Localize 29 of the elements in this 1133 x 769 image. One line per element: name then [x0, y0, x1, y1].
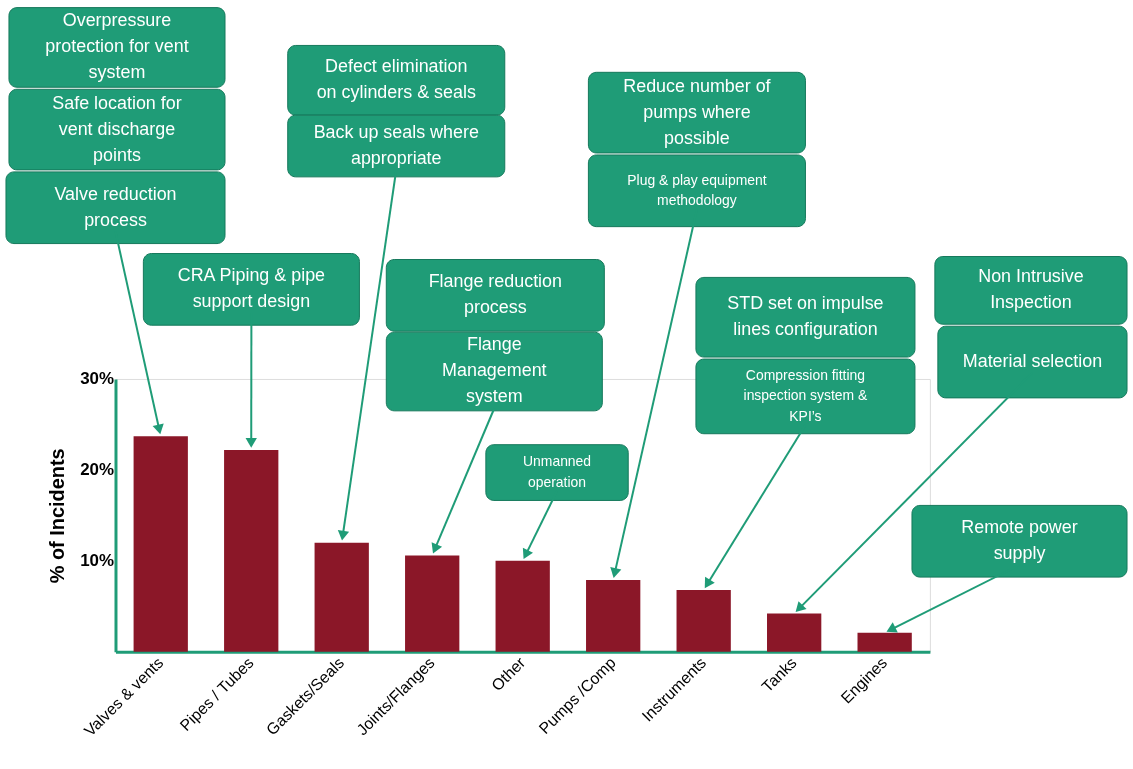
- text: Defect elimination on cylinders & seals: [316, 56, 476, 103]
- annotation: CRA Piping & pipe support design: [177, 265, 326, 312]
- bar: [767, 613, 822, 652]
- text: STD set on impulse lines configuration: [727, 293, 884, 340]
- annotation: Back up seals where appropriate: [313, 121, 479, 168]
- text: Flange reduction process: [428, 271, 563, 318]
- annotation: Flange Management system: [442, 334, 547, 407]
- bar: [676, 589, 731, 652]
- y-tick-label: 20%: [80, 460, 114, 480]
- annotation: Unmanned operation: [522, 453, 592, 490]
- y-axis-title: % of Incidents: [46, 448, 69, 584]
- annotation: Compression fitting inspection system & KPI’s: [743, 367, 869, 424]
- bar: [224, 449, 279, 652]
- text: Overpressure protection for vent system: [45, 10, 189, 83]
- bar: [495, 560, 550, 652]
- bar: [857, 632, 912, 652]
- bar: [586, 579, 641, 652]
- text: Non Intrusive Inspection: [978, 266, 1084, 313]
- bar: [133, 436, 188, 652]
- y-tick-label: 30%: [80, 369, 114, 389]
- text: Safe location for vent discharge points: [52, 92, 182, 165]
- bar: [314, 542, 369, 652]
- y-tick-label: 10%: [80, 551, 114, 571]
- annotation: Material selection: [962, 351, 1103, 372]
- annotation: Valve reduction process: [54, 183, 177, 230]
- bar: [405, 555, 460, 652]
- annotation: Plug & play equipment methodology: [627, 171, 767, 208]
- text: Reduce number of pumps where possible: [623, 75, 771, 148]
- annotation: Remote power supply: [961, 517, 1078, 564]
